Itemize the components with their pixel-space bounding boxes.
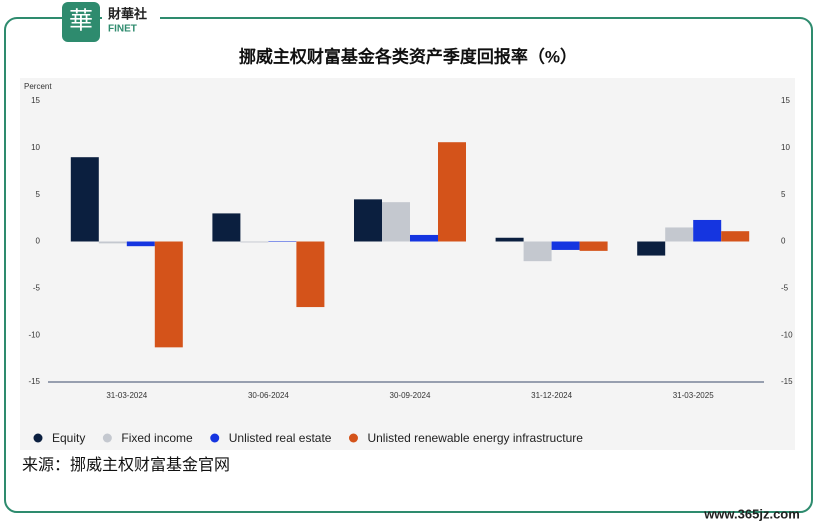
y-tick-label-right: 0: [781, 237, 786, 246]
logo-mark: 華: [69, 7, 93, 35]
bar: [693, 219, 722, 242]
x-tick-label: 30-06-2024: [248, 391, 289, 400]
y-tick-label: -10: [28, 330, 40, 339]
y-tick-label: 5: [36, 190, 41, 199]
legend-label: Fixed income: [121, 431, 193, 445]
y-tick-label-right: 5: [781, 190, 786, 199]
source: 来源：挪威主权财富基金官网: [22, 456, 230, 474]
chart-title: 挪威主权财富基金各类资产季度回报率（%）: [239, 46, 577, 66]
bar: [154, 241, 183, 348]
bar: [98, 241, 127, 244]
bar: [665, 227, 694, 242]
bar: [354, 199, 382, 242]
bar: [126, 241, 155, 247]
y-tick-label-right: -10: [781, 330, 793, 339]
bar: [637, 241, 666, 256]
x-tick-label: 31-12-2024: [531, 391, 572, 400]
bar: [523, 241, 552, 262]
x-tick-label: 30-09-2024: [390, 391, 431, 400]
bar: [240, 241, 269, 243]
bar: [721, 231, 750, 242]
bar: [579, 241, 608, 251]
watermark: www.365jz.com: [703, 506, 800, 521]
x-tick-label: 31-03-2024: [106, 391, 147, 400]
y-tick-label-right: 15: [781, 96, 790, 105]
logo-badge: [62, 2, 100, 42]
brand-name: 財華社: [107, 6, 147, 21]
bar: [382, 202, 410, 242]
y-tick-label: -15: [28, 377, 40, 386]
legend-marker: [210, 433, 220, 443]
legend-label: Unlisted real estate: [229, 431, 332, 445]
y-axis-label: Percent: [24, 82, 52, 91]
brand-sub: FINET: [108, 24, 137, 35]
bar: [70, 157, 99, 242]
y-tick-label: 15: [31, 96, 40, 105]
bar: [438, 142, 466, 242]
legend-marker: [102, 433, 112, 443]
logo-bg: [102, 4, 160, 36]
y-tick-label-right: -15: [781, 377, 793, 386]
legend-label: Equity: [52, 431, 85, 445]
y-tick-label-right: -5: [781, 283, 789, 292]
bar: [268, 241, 297, 242]
legend-marker: [33, 433, 43, 443]
bar: [495, 237, 524, 242]
bar: [410, 234, 438, 242]
legend-marker: [348, 433, 358, 443]
y-tick-label-right: 10: [781, 143, 790, 152]
legend-label: Unlisted renewable energy infrastructure: [367, 431, 583, 445]
y-tick-label: -5: [33, 283, 41, 292]
bar: [551, 241, 580, 250]
plot-background: [20, 78, 795, 450]
y-tick-label: 0: [36, 237, 41, 246]
x-tick-label: 31-03-2025: [673, 391, 714, 400]
bar: [296, 241, 325, 308]
bar: [212, 213, 241, 242]
y-tick-label: 10: [31, 143, 40, 152]
